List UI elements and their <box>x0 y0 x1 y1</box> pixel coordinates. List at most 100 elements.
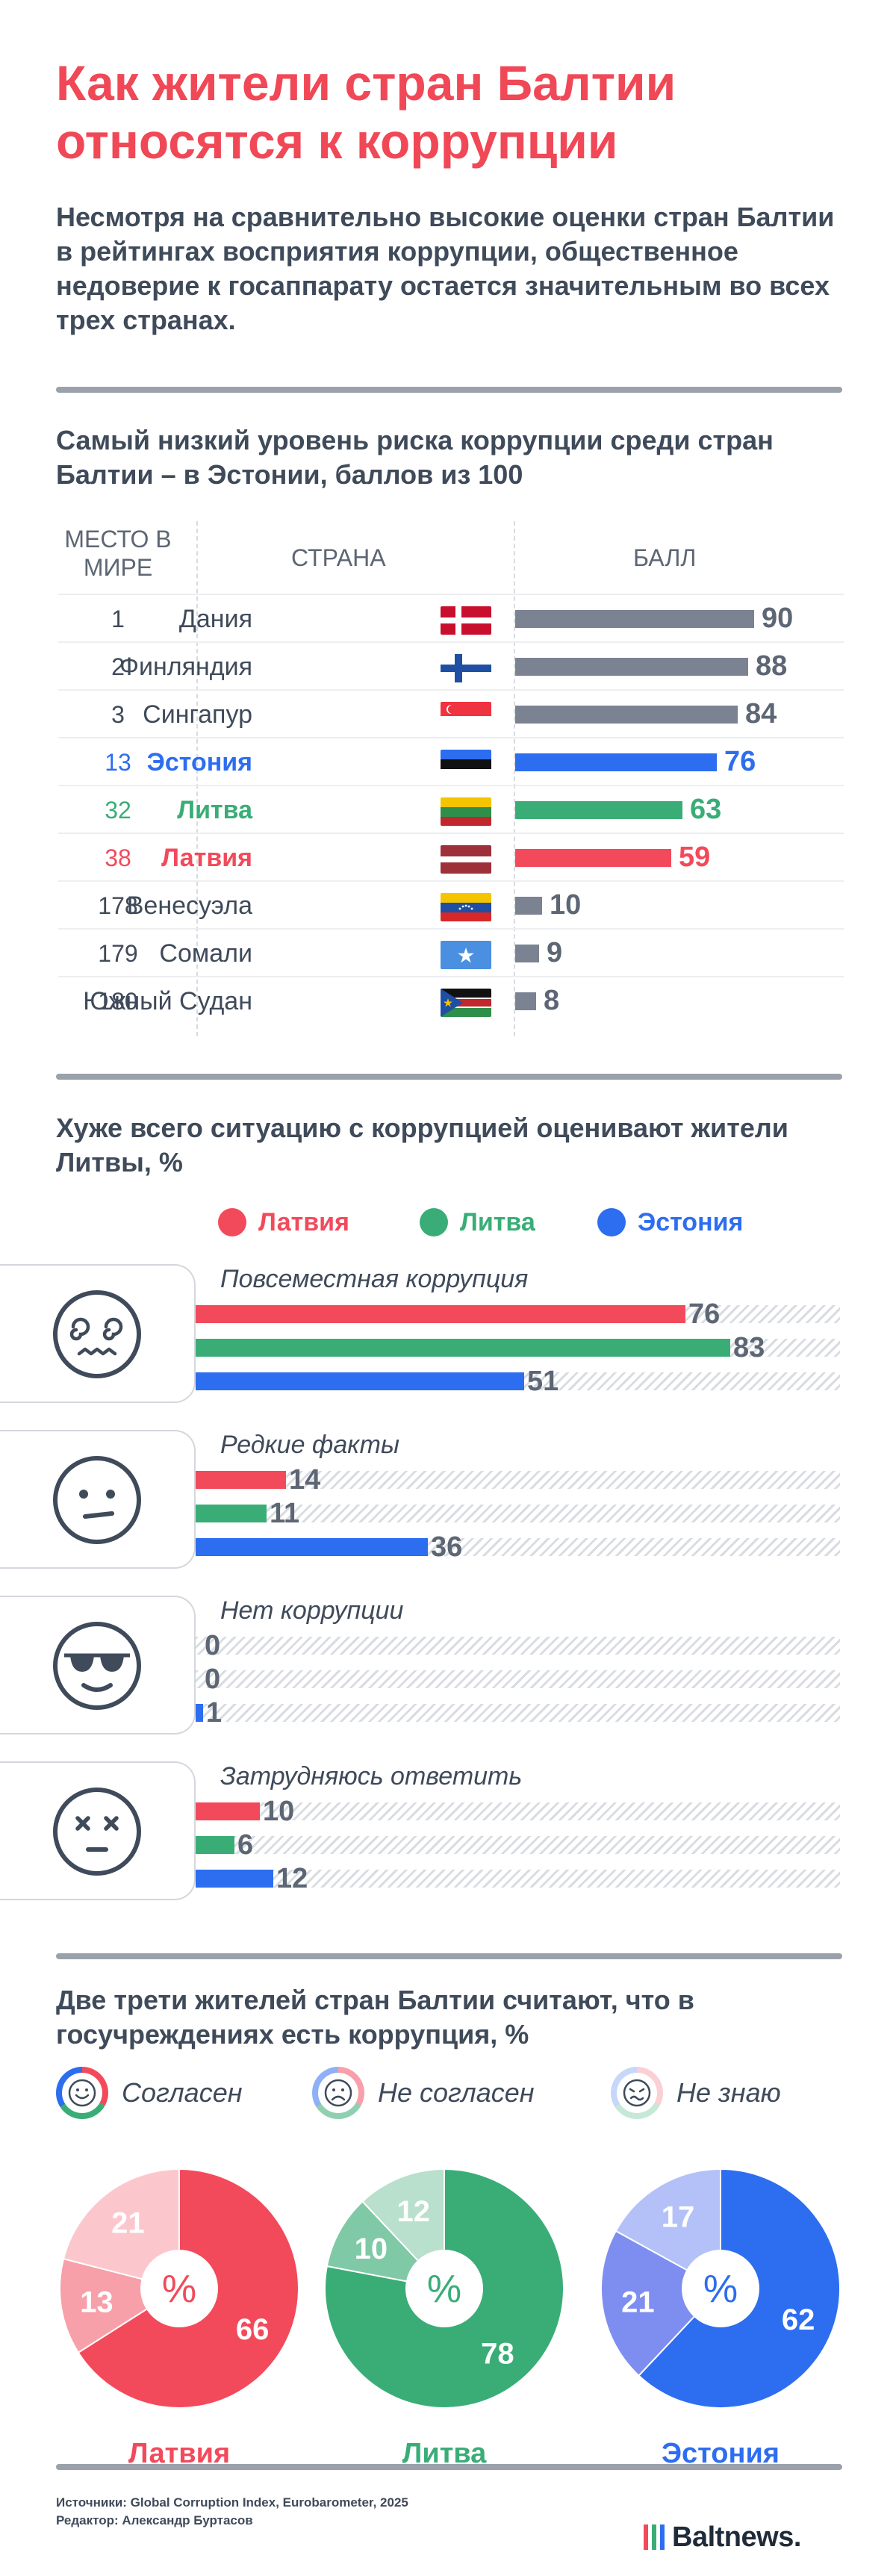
opinion-bar <box>196 1704 203 1722</box>
neutral-face-icon <box>53 1456 141 1544</box>
country-name: Южный Судан <box>83 987 252 1015</box>
ranking-heading: Самый низкий уровень риска коррупции сре… <box>56 425 774 490</box>
country-name: Литва <box>177 796 252 824</box>
legend-label: Не согласен <box>378 2077 535 2108</box>
legend-disagree: Не согласен <box>312 2067 535 2119</box>
score-bar <box>515 897 542 915</box>
intro-text: Несмотря на сравнительно высокие оценки … <box>56 202 835 335</box>
opinion-icon-card <box>0 1596 196 1735</box>
legend-agree: Согласен <box>56 2067 243 2119</box>
ranking-row: 2 Финляндия 88 <box>58 641 844 689</box>
somalia-flag-icon <box>441 941 491 969</box>
slice-label: 78 <box>481 2337 514 2370</box>
opinion-value: 1 <box>206 1697 223 1729</box>
opinion-label: Затрудняюсь ответить <box>220 1762 523 1791</box>
slice-label: 21 <box>111 2207 145 2240</box>
rank-value: 32 <box>105 797 131 824</box>
agree-ring-icon <box>56 2067 108 2119</box>
pie-slice <box>62 2168 180 2290</box>
rank-value: 3 <box>111 701 125 728</box>
legend-lithuania: Литва <box>420 1206 535 1239</box>
south-sudan-flag-icon <box>441 989 491 1017</box>
opinion-value: 12 <box>276 1863 308 1894</box>
opinion-icon-card <box>0 1264 196 1403</box>
divider <box>56 1953 842 1959</box>
bar-track <box>196 1836 840 1854</box>
opinion-value: 10 <box>263 1796 295 1827</box>
bar-track <box>196 1870 840 1888</box>
slice-label: 17 <box>662 2201 695 2234</box>
pie-chart: 78 10 12% <box>321 2165 567 2412</box>
baltnews-logo[interactable]: Baltnews. <box>644 2521 801 2554</box>
latvia-flag-icon <box>441 845 491 874</box>
confused-face-icon <box>623 2079 651 2107</box>
slice-label: 66 <box>236 2313 270 2346</box>
opinion-value: 14 <box>289 1464 321 1496</box>
rank-value: 178 <box>98 892 138 919</box>
sunglasses-face-icon <box>53 1622 141 1710</box>
venezuela-flag-icon <box>441 893 491 921</box>
opinion-value: 76 <box>688 1298 721 1330</box>
score-value: 76 <box>724 746 756 777</box>
bar-track <box>196 1670 840 1688</box>
slice-label: 12 <box>397 2195 431 2228</box>
percent-sign: % <box>162 2268 196 2311</box>
divider <box>56 2464 842 2470</box>
legend-dot <box>420 1208 448 1236</box>
opinion-label: Нет коррупции <box>220 1596 404 1625</box>
opinion-label: Редкие факты <box>220 1431 400 1459</box>
opinion-value: 51 <box>527 1366 559 1397</box>
score-bar <box>515 849 671 867</box>
ranking-row: 179 Сомали 9 <box>58 928 844 976</box>
score-bar <box>515 658 748 676</box>
opinion-value: 83 <box>733 1332 765 1363</box>
opinion-value: 36 <box>431 1531 463 1563</box>
singapore-flag-icon <box>441 702 491 730</box>
country-name: Сомали <box>159 939 252 968</box>
dont-know-ring-icon <box>611 2067 663 2119</box>
divider <box>56 387 842 393</box>
slice-label: 62 <box>782 2303 815 2336</box>
ranking-row: 178 Венесуэла 10 <box>58 880 844 928</box>
opinion-icon-card <box>0 1430 196 1569</box>
editor-text: Редактор: Александр Буртасов <box>56 2513 253 2527</box>
bar-track <box>196 1505 840 1522</box>
opinion-bar <box>196 1372 524 1390</box>
pie-svg: 66 13 21% <box>59 2168 299 2409</box>
pie-chart: 62 21 17% <box>597 2165 844 2412</box>
pie-center <box>405 2250 483 2327</box>
disagree-ring-icon <box>312 2067 364 2119</box>
opinion-bar <box>196 1538 428 1556</box>
pie-slice <box>615 2168 721 2290</box>
opinion-bar <box>196 1471 286 1489</box>
legend-label: Эстония <box>638 1208 744 1236</box>
denmark-flag-icon <box>441 606 491 635</box>
opinion-heading: Хуже всего ситуацию с коррупцией оценива… <box>56 1113 788 1177</box>
legend-dot <box>597 1208 626 1236</box>
score-bar <box>515 945 539 962</box>
finland-flag-icon <box>441 654 491 682</box>
legend-dont-know: Не знаю <box>611 2067 781 2119</box>
country-name: Сингапур <box>143 700 252 729</box>
pie-svg: 78 10 12% <box>324 2168 564 2409</box>
pie-svg: 62 21 17% <box>600 2168 841 2409</box>
opinion-bar <box>196 1836 234 1854</box>
ranking-row: 38 Латвия 59 <box>58 833 844 880</box>
pie-chart: 66 13 21% <box>56 2165 302 2412</box>
opinion-bar <box>196 1870 273 1888</box>
frown-icon <box>324 2079 352 2107</box>
rank-column-header: МЕСТО В МИРЕ <box>64 526 172 581</box>
slice-label: 21 <box>621 2286 655 2319</box>
opinion-value: 0 <box>205 1664 221 1695</box>
pie-center <box>140 2250 218 2327</box>
score-value: 90 <box>762 603 794 634</box>
score-bar <box>515 753 717 771</box>
opinion-label: Повсеместная коррупция <box>220 1265 529 1293</box>
country-column-header: СТРАНА <box>291 544 386 571</box>
ranking-row: 3 Сингапур 84 <box>58 689 844 737</box>
bar-track <box>196 1637 840 1655</box>
score-value: 84 <box>745 698 777 729</box>
pie-heading: Две трети жителей стран Балтии считают, … <box>56 1985 694 2050</box>
bar-track <box>196 1471 840 1489</box>
score-value: 88 <box>756 650 788 682</box>
